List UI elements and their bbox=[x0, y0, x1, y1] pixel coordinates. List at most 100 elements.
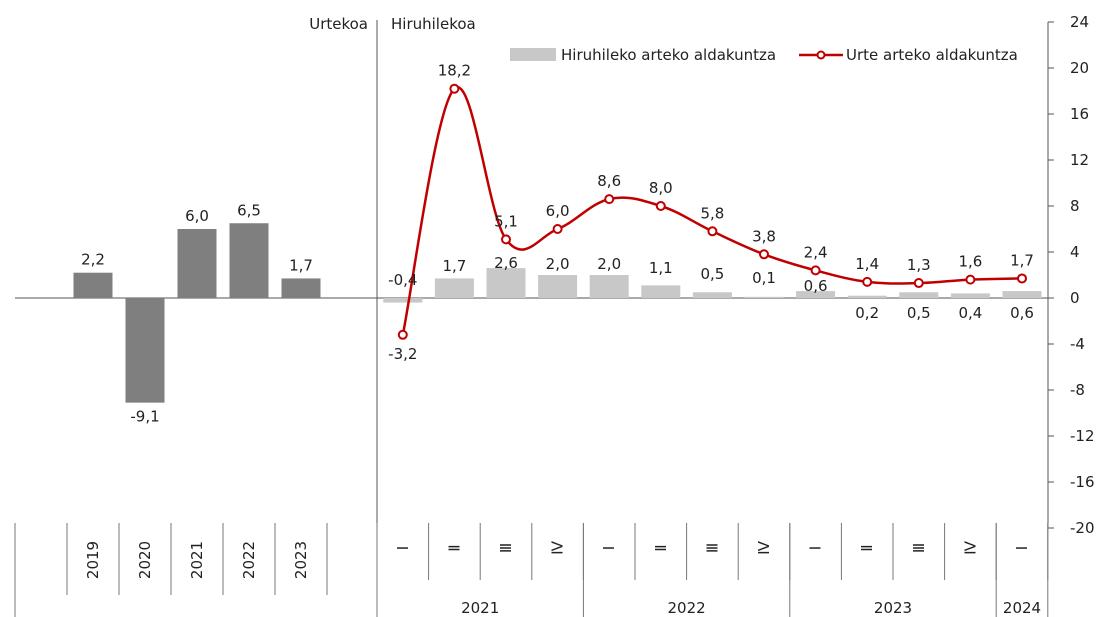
line-value-label: 6,0 bbox=[546, 202, 570, 220]
y-tick-label: 20 bbox=[1070, 59, 1089, 77]
quarterly-value-label: 0,2 bbox=[855, 304, 879, 322]
line-value-label: 18,2 bbox=[438, 62, 471, 80]
line-value-label: 1,3 bbox=[907, 256, 931, 274]
panel-label-annual: Urtekoa bbox=[309, 15, 368, 33]
y-tick-label: 0 bbox=[1070, 289, 1080, 307]
quarterly-bar bbox=[434, 278, 474, 298]
year-group-label: 2022 bbox=[668, 599, 706, 617]
annual-bar bbox=[73, 272, 113, 298]
quarterly-value-label: 0,6 bbox=[804, 277, 828, 295]
bars bbox=[73, 223, 1042, 403]
legend-swatch-quarterly-bar bbox=[510, 48, 556, 61]
year-group-label: 2023 bbox=[874, 599, 912, 617]
quarterly-bar bbox=[383, 298, 423, 303]
y-tick-label: -20 bbox=[1070, 519, 1095, 537]
annual-value-label: 6,5 bbox=[237, 201, 261, 219]
quarter-label: Ⅲ bbox=[910, 543, 928, 553]
quarter-label: Ⅰ bbox=[807, 546, 825, 550]
line-value-label: 5,8 bbox=[700, 204, 724, 222]
line-marker bbox=[707, 226, 718, 237]
line-value-label: 1,4 bbox=[855, 255, 879, 273]
annual-bar bbox=[125, 298, 165, 403]
annual-category-label: 2022 bbox=[240, 541, 258, 579]
quarter-label: Ⅰ bbox=[1013, 546, 1031, 550]
year-group-label: 2021 bbox=[461, 599, 499, 617]
line-marker bbox=[913, 278, 924, 289]
line-value-label: 3,8 bbox=[752, 227, 776, 245]
quarter-label: Ⅳ bbox=[755, 541, 773, 555]
value-labels: 2,2 -9,1 6,0 6,5 1,7 -3,2 18,2 5,1 6,0 8,6 8,0 5,8 3… bbox=[81, 62, 1034, 426]
line-value-label: 2,4 bbox=[804, 243, 828, 261]
line-value-label: -3,2 bbox=[388, 345, 417, 363]
line-series bbox=[397, 83, 1027, 340]
quarter-label: Ⅱ bbox=[445, 544, 463, 551]
line-marker bbox=[552, 224, 563, 234]
quarterly-value-label: 1,7 bbox=[442, 257, 466, 275]
quarterly-value-label: 2,0 bbox=[597, 255, 621, 273]
line-marker bbox=[655, 201, 666, 211]
y-tick-label: 24 bbox=[1070, 13, 1089, 31]
annual-value-label: -9,1 bbox=[130, 408, 159, 426]
quarterly-value-label: 1,1 bbox=[649, 259, 673, 277]
quarterly-bar bbox=[899, 292, 939, 298]
legend-label-line: Urte arteko aldakuntza bbox=[846, 46, 1018, 64]
annual-category-label: 2021 bbox=[188, 541, 206, 579]
quarter-label: Ⅰ bbox=[600, 546, 618, 550]
quarterly-value-label: -0,4 bbox=[388, 271, 417, 289]
year-group-label: 2024 bbox=[1003, 599, 1041, 617]
quarterly-value-label: 2,0 bbox=[546, 255, 570, 273]
y-tick-label: 8 bbox=[1070, 197, 1080, 215]
annual-value-label: 6,0 bbox=[185, 207, 209, 225]
line-value-label: 5,1 bbox=[494, 212, 518, 230]
quarterly-value-label: 0,5 bbox=[907, 304, 931, 322]
quarterly-bar bbox=[692, 292, 732, 298]
quarter-label: Ⅱ bbox=[858, 544, 876, 551]
quarterly-value-label: 0,1 bbox=[752, 269, 776, 287]
line-value-label: 8,6 bbox=[597, 172, 621, 190]
legend: Hiruhileko arteko aldakuntza Urte arteko… bbox=[510, 46, 1018, 64]
quarterly-bar bbox=[744, 296, 784, 298]
quarterly-bar bbox=[589, 275, 629, 298]
annual-value-label: 2,2 bbox=[81, 251, 105, 269]
legend-label-quarterly: Hiruhileko arteko aldakuntza bbox=[561, 46, 776, 64]
y-tick-label: -8 bbox=[1070, 381, 1085, 399]
annual-category-label: 2023 bbox=[292, 541, 310, 579]
quarter-label: Ⅱ bbox=[652, 544, 670, 551]
axes-structure bbox=[15, 20, 1048, 528]
line-marker bbox=[397, 329, 408, 340]
quarterly-bar bbox=[950, 293, 990, 298]
quarterly-bar bbox=[796, 291, 836, 298]
annual-bar bbox=[229, 223, 269, 298]
quarterly-value-label: 2,6 bbox=[494, 254, 518, 272]
y-tick-label: 12 bbox=[1070, 151, 1089, 169]
line-marker bbox=[604, 194, 615, 205]
annual-bar bbox=[281, 278, 321, 298]
quarterly-value-label: 0,6 bbox=[1010, 304, 1034, 322]
panel-label-quarterly: Hiruhilekoa bbox=[391, 15, 476, 33]
line-marker bbox=[449, 83, 460, 94]
annual-value-label: 1,7 bbox=[289, 256, 313, 274]
quarterly-bar bbox=[486, 268, 526, 298]
line-value-label: 1,7 bbox=[1010, 251, 1034, 269]
quarter-label: Ⅳ bbox=[549, 541, 567, 555]
legend-swatch-marker bbox=[816, 50, 826, 60]
line-marker bbox=[810, 265, 821, 276]
y-tick-label: -12 bbox=[1070, 427, 1095, 445]
y-tick-label: -16 bbox=[1070, 473, 1095, 491]
quarterly-bar bbox=[641, 285, 681, 298]
quarterly-bar bbox=[847, 295, 887, 298]
quarterly-value-label: 0,4 bbox=[958, 304, 982, 322]
annual-bar bbox=[177, 229, 217, 298]
y-tick-label: 4 bbox=[1070, 243, 1080, 261]
annual-category-label: 2020 bbox=[136, 541, 154, 579]
panel-labels: Urtekoa Hiruhilekoa bbox=[309, 15, 476, 33]
line-marker bbox=[862, 276, 873, 287]
y-tick-label: 16 bbox=[1070, 105, 1089, 123]
quarter-label: Ⅰ bbox=[394, 546, 412, 550]
quarter-label: Ⅳ bbox=[961, 541, 979, 555]
quarter-label: Ⅲ bbox=[497, 543, 515, 553]
x-axis: 2019 2020 2021 2022 2023 Ⅰ Ⅱ Ⅲ Ⅳ Ⅰ Ⅱ Ⅲ Ⅳ Ⅰ Ⅱ Ⅲ Ⅳ Ⅰ 2021 202… bbox=[14, 523, 1049, 617]
quarterly-bar bbox=[538, 275, 578, 298]
y-tick-label: -4 bbox=[1070, 335, 1085, 353]
